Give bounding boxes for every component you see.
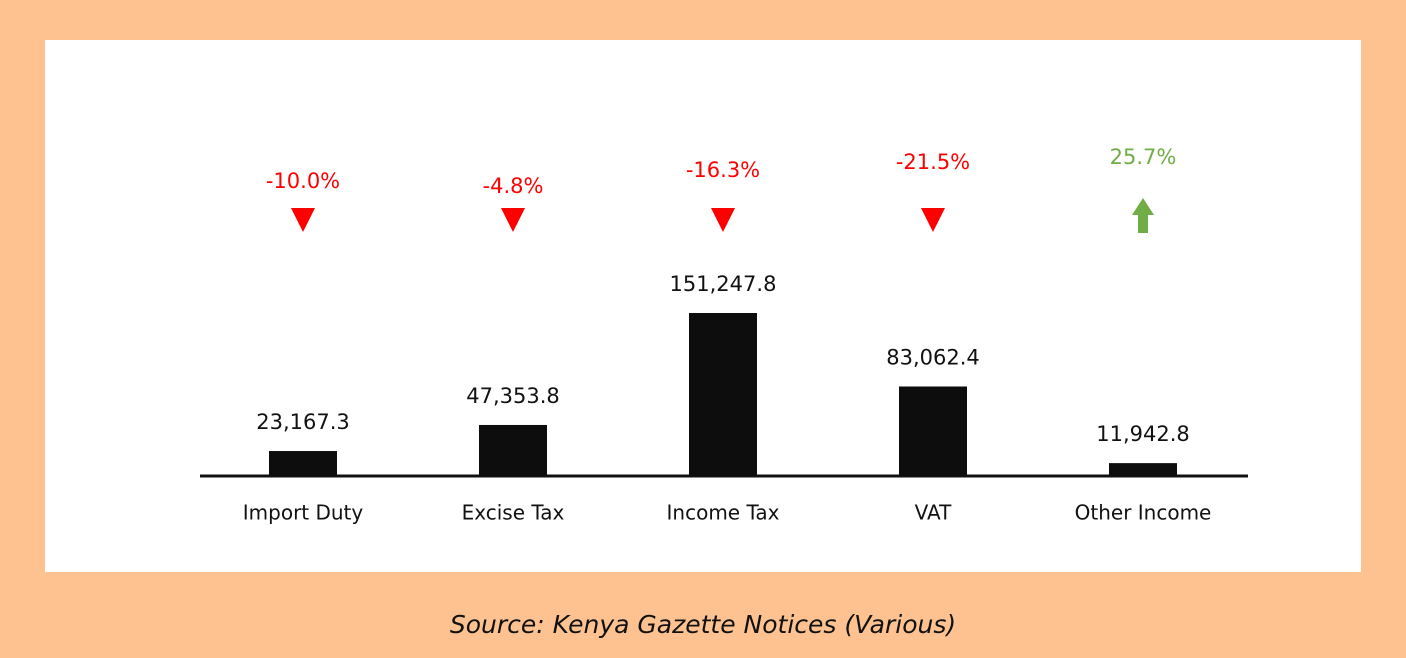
up-arrow [1132,198,1154,233]
bar [479,424,547,476]
value-label: 83,062.4 [886,345,980,369]
change-label: -4.8% [483,174,544,198]
change-label: -10.0% [266,169,340,193]
chart-panel [45,40,1361,572]
value-label: 23,167.3 [256,410,350,434]
down-arrow [501,208,525,232]
down-arrow [711,208,735,232]
x-tick-label: Other Income [1075,501,1212,525]
x-tick-label: Excise Tax [462,501,565,525]
value-label: 47,353.8 [466,384,560,408]
x-tick-label: Income Tax [667,501,780,525]
down-arrow [921,208,945,232]
bar [899,386,967,476]
source-note: Source: Kenya Gazette Notices (Various) [450,610,956,639]
down-arrow [291,208,315,232]
bar [269,451,337,476]
x-tick-label: Import Duty [243,501,364,525]
bar [689,313,757,476]
bar [1109,463,1177,476]
change-label: 25.7% [1110,145,1177,169]
value-label: 11,942.8 [1096,422,1190,446]
change-label: -21.5% [896,150,970,174]
value-label: 151,247.8 [670,272,777,296]
x-tick-label: VAT [915,501,953,525]
change-label: -16.3% [686,158,760,182]
